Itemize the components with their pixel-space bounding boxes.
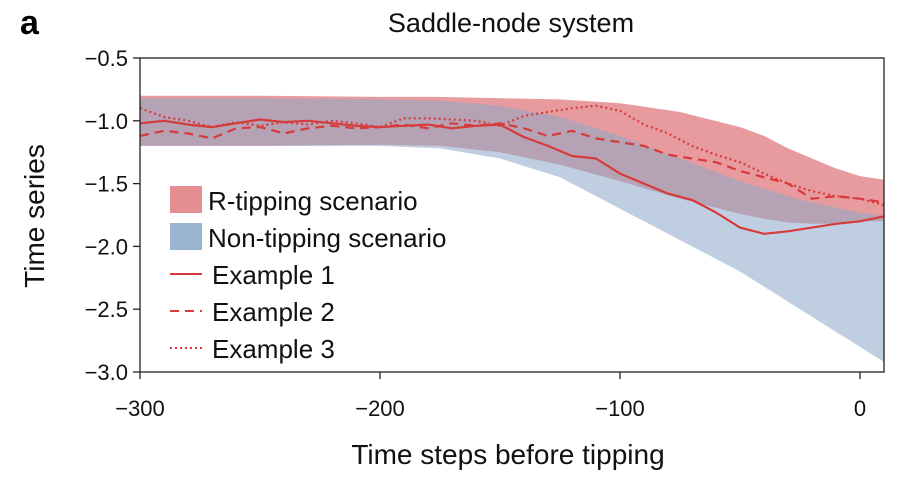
y-tick-label: −0.5 xyxy=(85,46,128,71)
panel-label: a xyxy=(20,4,40,42)
legend-swatch-non-tipping xyxy=(170,223,202,250)
plot-frame xyxy=(139,57,885,373)
x-tick-label: 0 xyxy=(854,396,866,421)
legend-label: Example 3 xyxy=(212,334,335,364)
band-non-tipping-scenario xyxy=(140,98,884,362)
legend-label: Non-tipping scenario xyxy=(208,223,446,253)
plot-area: −300 −200 −100 0 −0.5 −1.0 −1.5 −2.0 −2.5 −3.0 xyxy=(85,46,885,421)
y-tick-label: −1.0 xyxy=(85,109,128,134)
series-line-example-2 xyxy=(140,122,884,204)
legend: R-tipping scenario Non-tipping scenario Ex… xyxy=(170,186,446,364)
x-tick-label: −300 xyxy=(115,396,165,421)
plot-content xyxy=(140,95,884,362)
y-tick-label: −1.5 xyxy=(85,172,128,197)
series-line-example-1 xyxy=(140,118,884,235)
y-tick-label: −2.5 xyxy=(85,297,128,322)
legend-swatch-r-tipping xyxy=(170,186,202,213)
x-tick-label: −200 xyxy=(355,396,405,421)
chart-title: Saddle-node system xyxy=(388,8,634,38)
y-tick-label: −3.0 xyxy=(85,360,128,385)
y-tick-label: −2.0 xyxy=(85,234,128,259)
legend-label: Example 2 xyxy=(212,297,335,327)
x-axis-title: Time steps before tipping xyxy=(351,439,664,470)
y-axis-title: Time series xyxy=(19,144,50,288)
legend-label: Example 1 xyxy=(212,260,335,290)
legend-label: R-tipping scenario xyxy=(208,186,418,216)
x-tick-label: −100 xyxy=(595,396,645,421)
